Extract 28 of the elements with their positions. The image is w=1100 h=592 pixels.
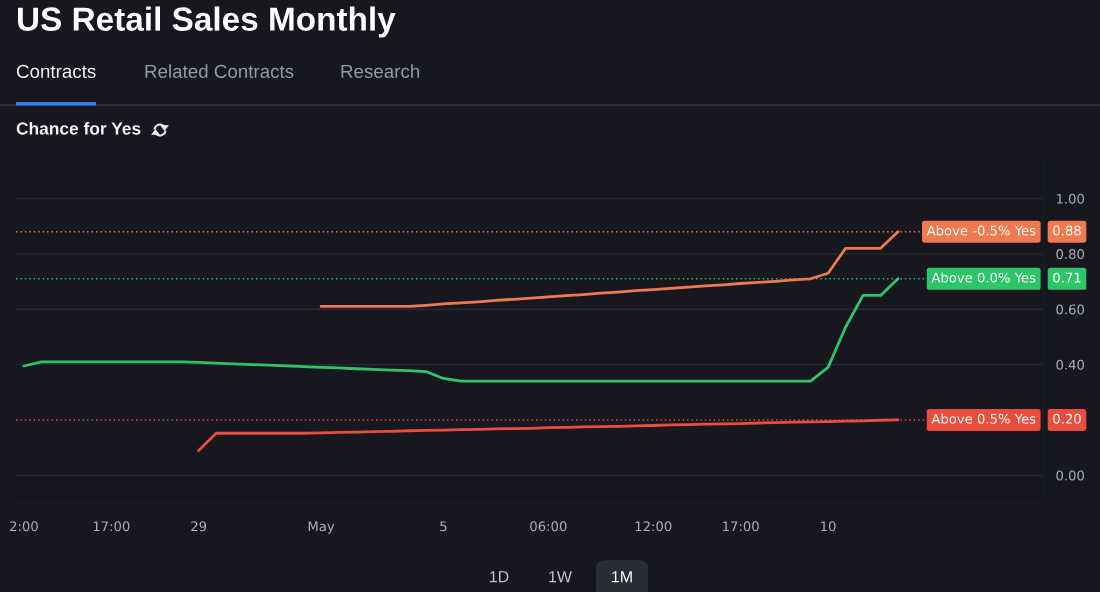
- ref-line-label: 0.88: [1053, 225, 1081, 236]
- text: 1D: [490, 571, 509, 583]
- x-tick-label: 17:00: [93, 521, 130, 532]
- chart-title: US Retail Sales Monthly: [18, 6, 396, 38]
- y-tick-label: 0.00: [1056, 470, 1084, 481]
- y-tick-label: 0.60: [1056, 304, 1084, 315]
- x-tick-label: 2:00: [10, 521, 38, 532]
- x-tick-label: 10: [821, 521, 836, 532]
- text: Contracts: [16, 64, 96, 79]
- y-tick-label: 0.80: [1056, 249, 1084, 260]
- ref-line-label: 0.71: [1053, 272, 1081, 283]
- legend-label: Above 0.0% Yes: [931, 272, 1036, 283]
- legend-label: Above -0.5% Yes: [926, 225, 1036, 236]
- text: 1M: [612, 571, 632, 583]
- text: Research: [341, 64, 420, 79]
- text: 1W: [549, 571, 572, 583]
- x-tick-label: 29: [191, 521, 207, 532]
- x-tick-label: 5: [440, 521, 447, 532]
- y-tick-label: 1.00: [1056, 193, 1084, 204]
- legend-label: Above 0.5% Yes: [931, 413, 1036, 424]
- x-tick-label: 17:00: [723, 521, 759, 532]
- x-tick-label: May: [308, 521, 335, 534]
- ref-line-label: 0.20: [1053, 413, 1081, 424]
- x-tick-label: 12:00: [635, 521, 672, 532]
- chart-subtitle: Chance for Yes: [16, 121, 141, 135]
- text: Related Contracts: [145, 64, 294, 79]
- x-tick-label: 06:00: [530, 521, 567, 532]
- y-tick-label: 0.40: [1056, 359, 1084, 370]
